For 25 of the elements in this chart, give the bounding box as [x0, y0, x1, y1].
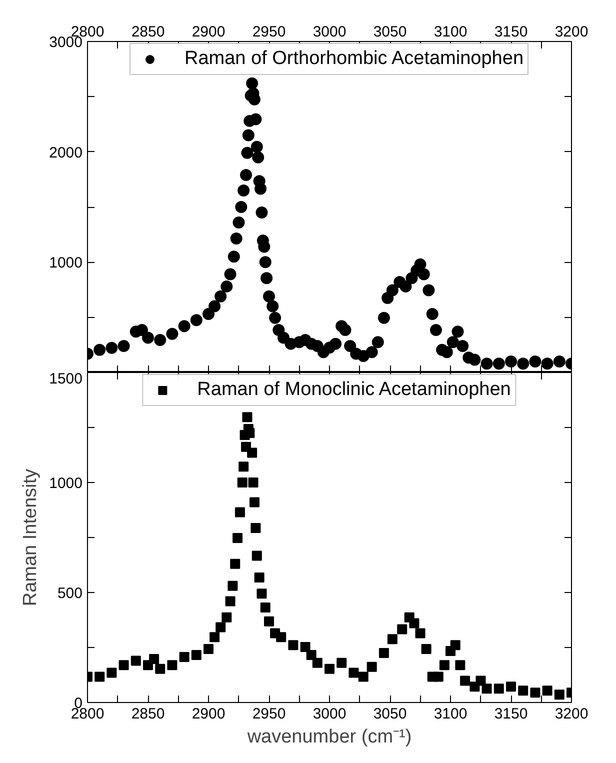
x-axis-title: wavenumber (cm⁻¹) [246, 726, 412, 748]
x-tick-label: 3000 [312, 706, 346, 722]
x-tick-label: 3150 [494, 24, 528, 40]
y-tick-label: 1000 [49, 254, 83, 272]
x-tick-label: 2850 [131, 706, 165, 722]
x-tick-label: 3100 [434, 24, 468, 40]
x-tick-label: 3200 [554, 706, 588, 722]
x-tick-label: 2850 [131, 24, 165, 40]
x-tick-label: 3200 [554, 24, 588, 40]
x-tick-label: 2900 [192, 706, 226, 722]
y-tick-label: 2000 [49, 144, 83, 162]
x-tick-label: 3050 [373, 24, 407, 40]
x-tick-label: 2950 [252, 706, 286, 722]
x-tick-label: 3100 [434, 706, 468, 722]
x-tick-label: 3050 [373, 706, 407, 722]
y-tick-label: 1000 [49, 475, 83, 492]
x-tick-label: 3000 [312, 24, 346, 40]
x-tick-label: 2950 [252, 24, 286, 40]
legend-label: Raman of Orthorhombic Acetaminophen [184, 48, 524, 70]
y-axis-title: Raman Intensity [20, 468, 42, 606]
y-tick-label: 500 [57, 585, 83, 602]
legend-label: Raman of Monoclinic Acetaminophen [197, 379, 511, 401]
x-tick-label: 2900 [192, 24, 226, 40]
x-tick-label: 3150 [494, 706, 528, 722]
y-tick-label: 1500 [49, 370, 83, 388]
